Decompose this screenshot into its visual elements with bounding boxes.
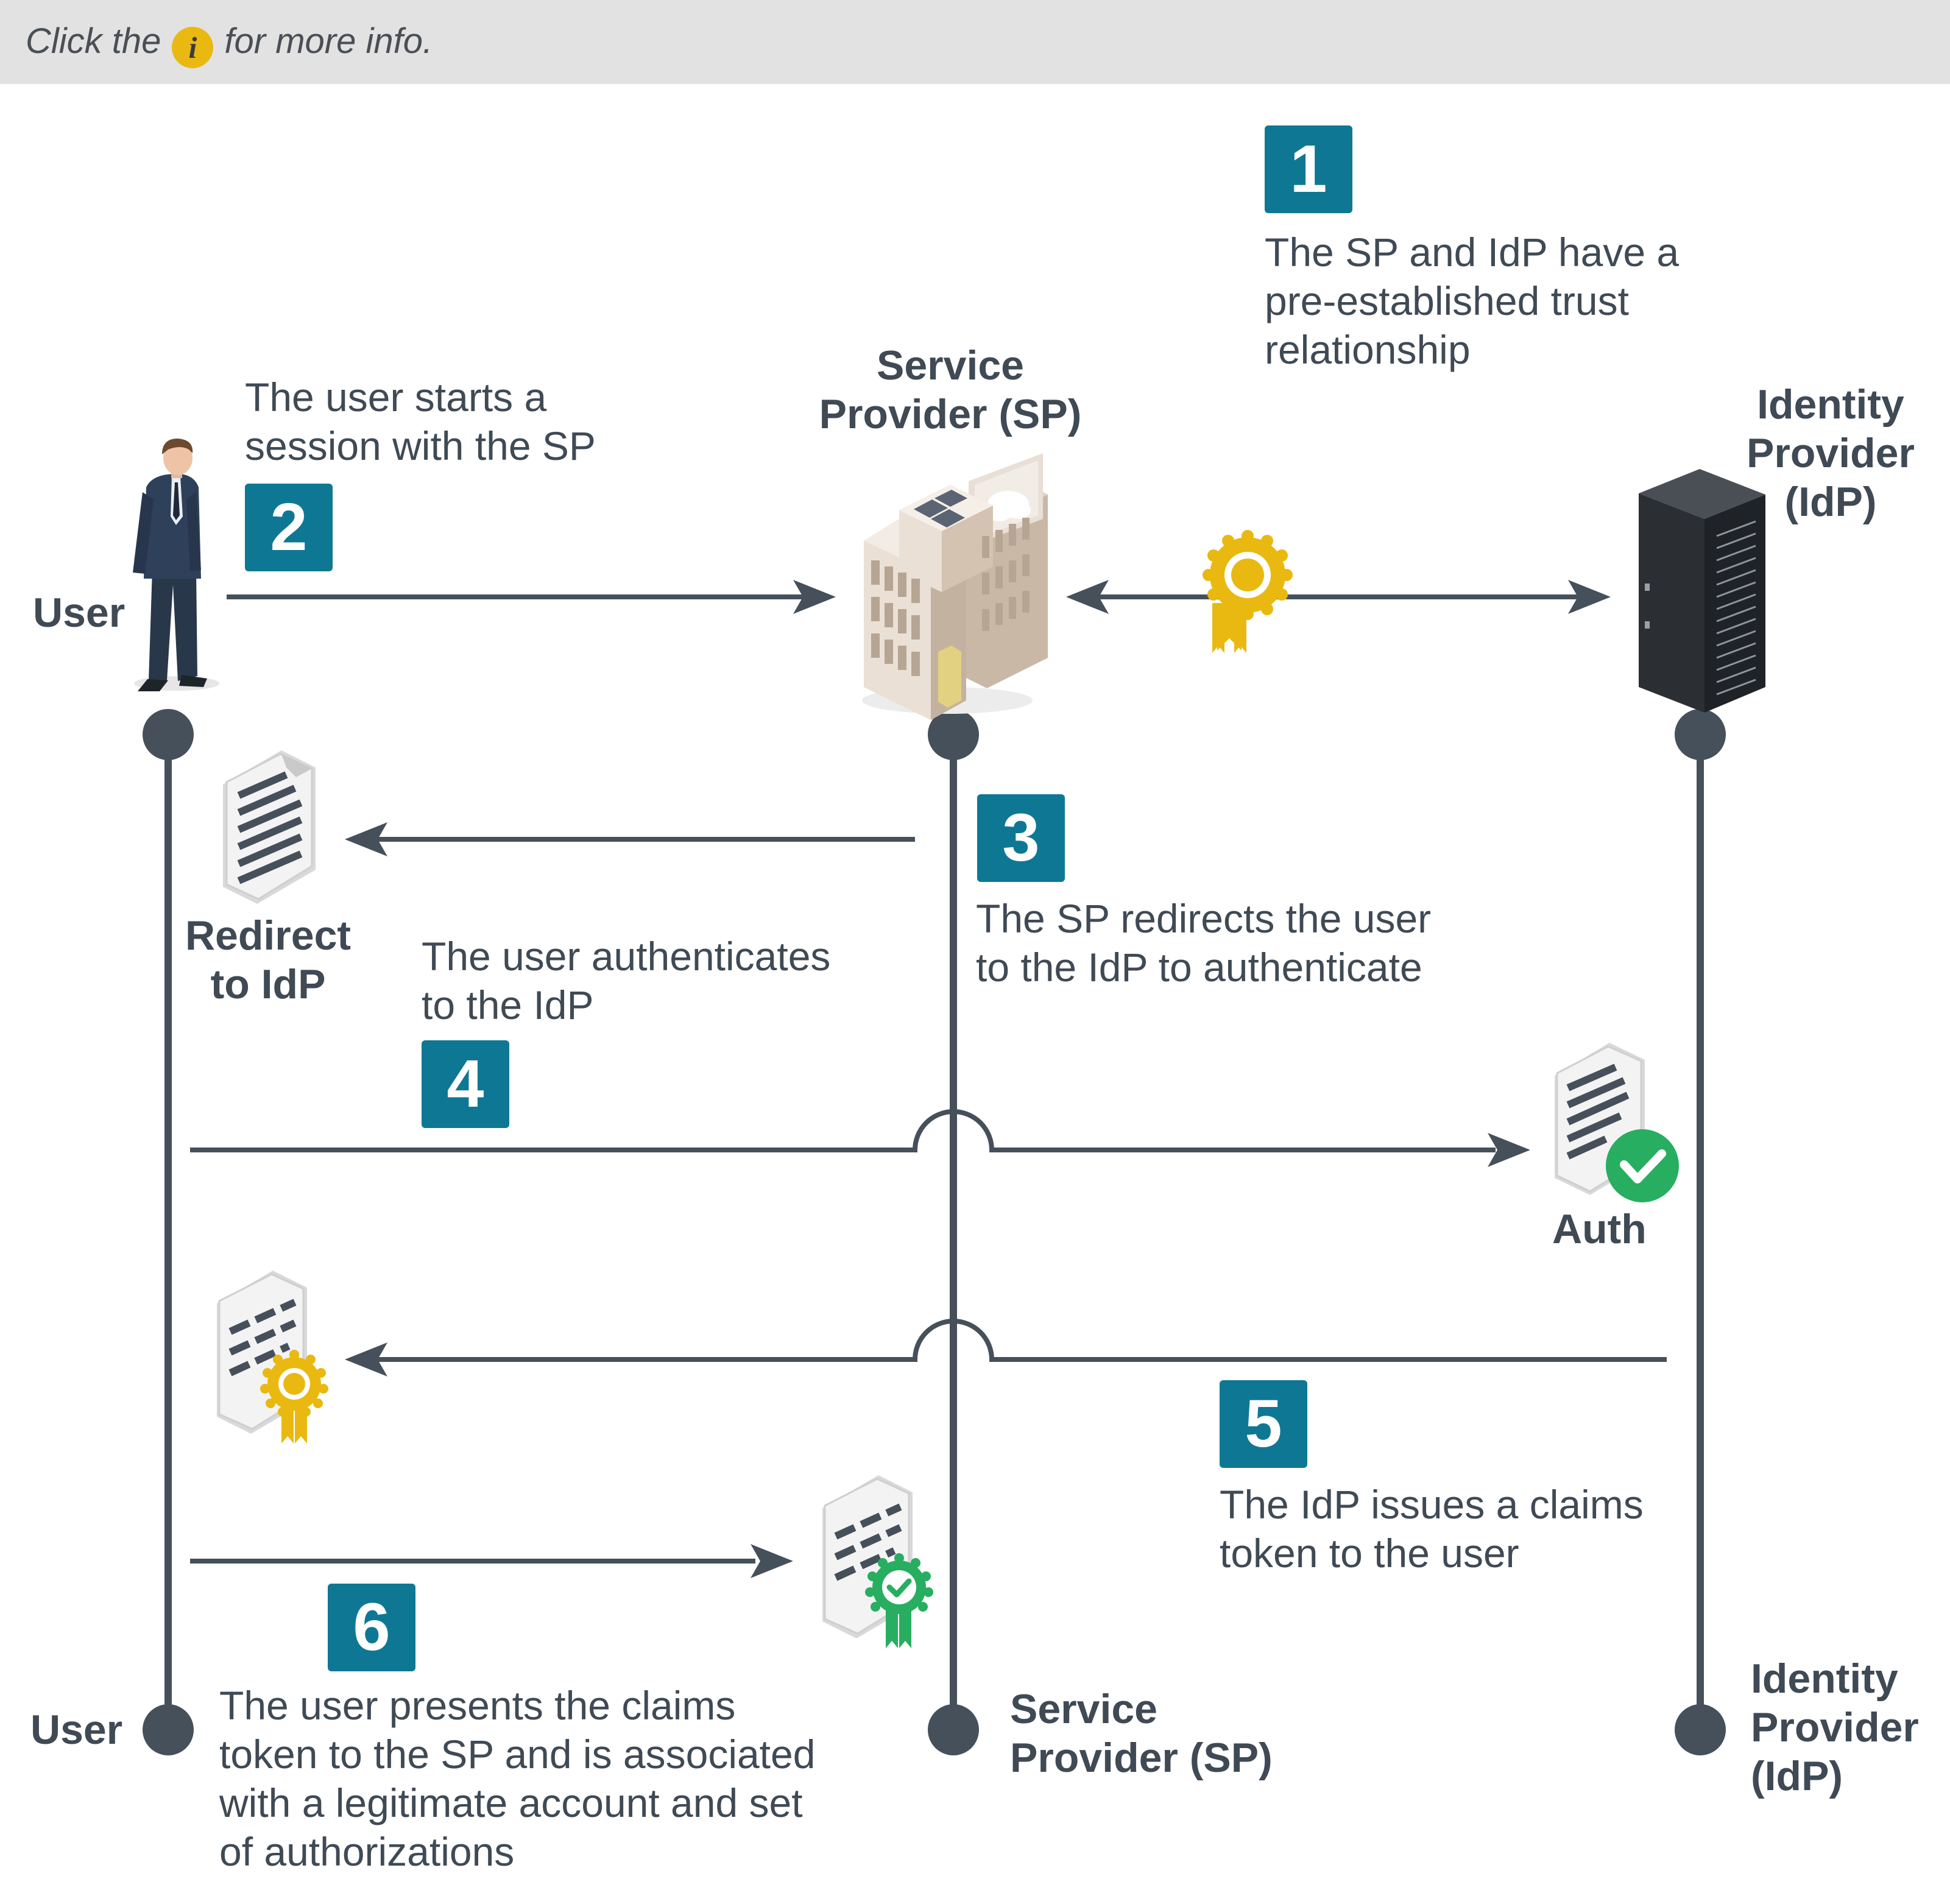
step-5-line: The IdP issues a claims <box>1220 1482 1644 1527</box>
arrow-step5 <box>378 1319 1667 1362</box>
sp-label-line2: Provider (SP) <box>1010 1735 1273 1781</box>
sp-label-bottom: Service Provider (SP) <box>1010 1685 1273 1782</box>
auth-label: Auth <box>1552 1206 1647 1252</box>
user-figure-icon <box>133 439 219 691</box>
lifeline-nodes <box>143 709 1726 1755</box>
step-4-badge[interactable]: 4 <box>422 1040 509 1128</box>
idp-label-line3: (IdP) <box>1751 1753 1843 1799</box>
sp-label-line1: Service <box>1010 1686 1157 1732</box>
hint-text: Click the i for more info. <box>26 21 433 68</box>
verified-token-icon <box>822 1475 933 1648</box>
sp-node-top[interactable] <box>928 709 979 760</box>
redirect-label-line2: to IdP <box>210 961 326 1007</box>
claims-token-icon <box>217 1271 328 1444</box>
arrowhead-step5 <box>345 1342 387 1377</box>
step-5-line: token to the user <box>1220 1531 1519 1576</box>
arrowheads <box>345 580 1611 1578</box>
step-3-line: to the IdP to authenticate <box>976 945 1422 990</box>
arrow-step4 <box>190 1109 1496 1152</box>
sp-label-line1: Service <box>877 342 1024 389</box>
arrowhead-step2 <box>793 580 836 614</box>
step-5-text: The IdP issues a claims token to the use… <box>1220 1480 1644 1578</box>
sp-node-bottom[interactable] <box>928 1704 979 1755</box>
arrowhead-step4 <box>1488 1133 1530 1167</box>
idp-node-top[interactable] <box>1675 709 1726 760</box>
step-1-badge[interactable]: 1 <box>1265 125 1352 213</box>
sp-label-top: Service Provider (SP) <box>792 341 1109 439</box>
idp-label-top: Identity Provider (IdP) <box>1712 380 1949 526</box>
auth-document-icon <box>1555 1043 1679 1202</box>
hint-after: for more info. <box>224 21 433 61</box>
step-1-line: relationship <box>1265 327 1471 372</box>
idp-label-line1: Identity <box>1757 381 1904 428</box>
step-2-line: session with the SP <box>245 423 596 468</box>
user-node-top[interactable] <box>143 709 194 760</box>
idp-label-line2: Provider <box>1751 1704 1919 1751</box>
idp-label-line2: Provider <box>1747 430 1915 476</box>
step-6-badge[interactable]: 6 <box>328 1584 415 1671</box>
hint-before: Click the <box>26 21 161 61</box>
step-2-badge[interactable]: 2 <box>245 484 333 571</box>
trust-seal-icon <box>1203 530 1293 653</box>
idp-label-bottom: Identity Provider (IdP) <box>1751 1654 1919 1800</box>
step-1-text: The SP and IdP have a pre-established tr… <box>1265 228 1679 374</box>
step-2-text: The user starts a session with the SP <box>245 373 596 470</box>
arrowhead-step3 <box>345 822 387 856</box>
step-6-line: with a legitimate account and set <box>219 1780 803 1825</box>
arrowhead-step6 <box>751 1544 793 1578</box>
document-icon <box>223 750 316 904</box>
sp-label-line2: Provider (SP) <box>819 391 1082 437</box>
step-3-line: The SP redirects the user <box>976 896 1432 941</box>
step-6-line: The user presents the claims <box>219 1683 736 1728</box>
step-4-line: to the IdP <box>422 982 594 1028</box>
redirect-label: Redirect to IdP <box>164 911 372 1009</box>
lifelines <box>164 735 1704 1730</box>
step-2-line: The user starts a <box>245 375 547 420</box>
step-6-text: The user presents the claims token to th… <box>219 1681 815 1876</box>
idp-label-line1: Identity <box>1751 1655 1898 1702</box>
step-5-badge[interactable]: 5 <box>1220 1380 1307 1468</box>
idp-node-bottom[interactable] <box>1675 1704 1726 1755</box>
redirect-label-line1: Redirect <box>185 912 351 959</box>
step-6-line: token to the SP and is associated <box>219 1732 816 1777</box>
user-node-bottom[interactable] <box>143 1704 194 1755</box>
arrowhead-step1-left <box>1066 580 1109 614</box>
idp-label-line3: (IdP) <box>1784 479 1877 525</box>
user-label-top: User <box>33 590 125 636</box>
step-3-text: The SP redirects the user to the IdP to … <box>976 894 1431 992</box>
office-building-icon <box>862 453 1048 720</box>
step-1-line: pre-established trust <box>1265 278 1629 323</box>
step-4-line: The user authenticates <box>422 934 831 979</box>
header-bar <box>0 0 1950 84</box>
step-4-text: The user authenticates to the IdP <box>422 932 830 1029</box>
info-icon[interactable]: i <box>172 27 214 68</box>
user-label-bottom: User <box>30 1707 123 1753</box>
step-6-line: of authorizations <box>219 1829 515 1874</box>
arrowhead-step1-right <box>1568 580 1611 614</box>
server-rack-icon <box>1639 469 1765 713</box>
step-3-badge[interactable]: 3 <box>977 794 1065 882</box>
step-1-line: The SP and IdP have a <box>1265 230 1680 275</box>
